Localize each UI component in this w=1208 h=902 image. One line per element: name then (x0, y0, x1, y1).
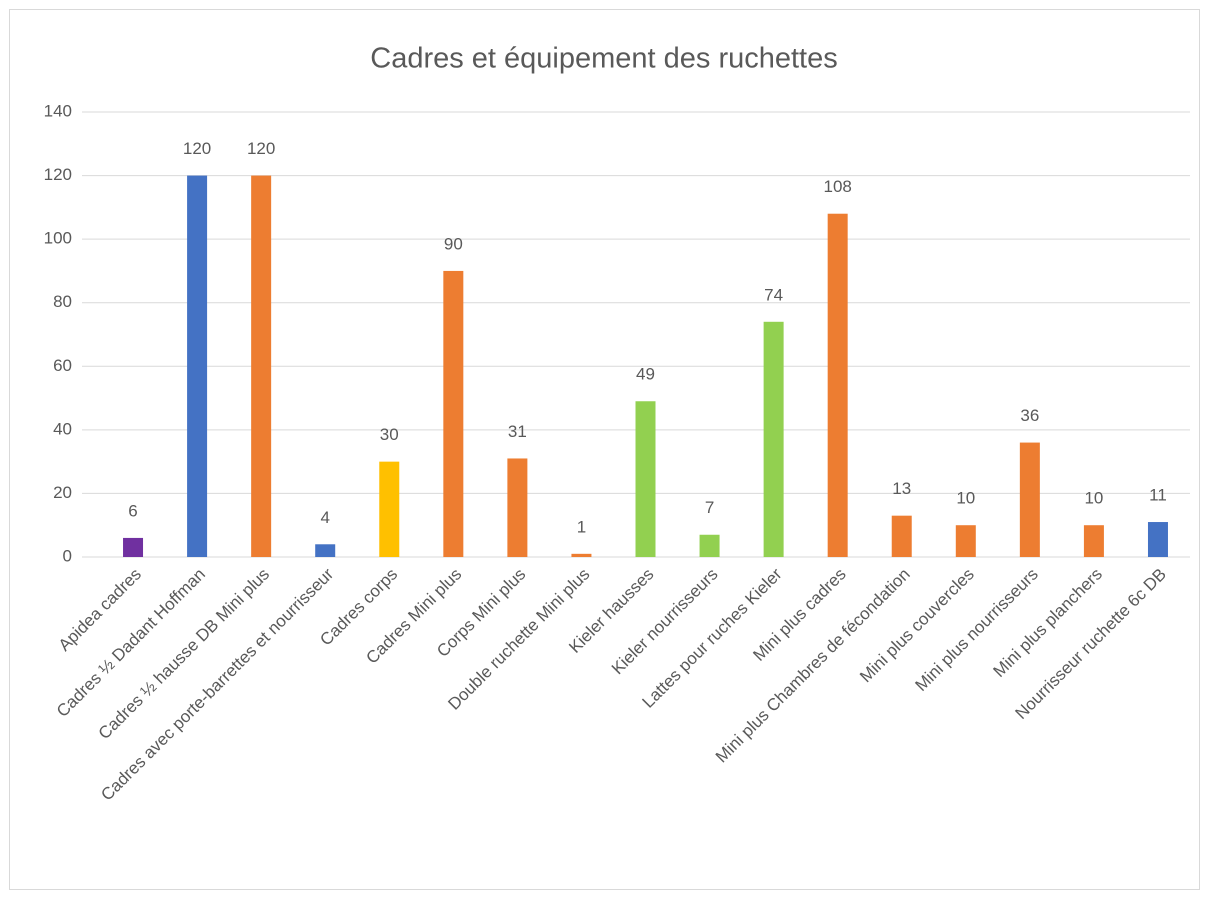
data-label: 108 (823, 177, 851, 196)
bar (123, 537, 144, 557)
y-tick-label: 40 (53, 419, 72, 438)
data-label: 74 (764, 285, 783, 304)
bar (315, 544, 336, 557)
data-label: 30 (380, 425, 399, 444)
bar (955, 525, 976, 557)
data-label: 31 (508, 422, 527, 441)
data-label: 120 (247, 139, 275, 158)
data-label: 4 (320, 508, 329, 527)
bar (379, 461, 400, 557)
y-tick-label: 140 (44, 101, 72, 120)
bar (507, 458, 528, 557)
bar (699, 534, 720, 557)
y-tick-label: 80 (53, 292, 72, 311)
data-label: 11 (1149, 486, 1167, 505)
bar (827, 213, 848, 557)
chart-border (9, 9, 1200, 890)
bar (891, 515, 912, 557)
y-tick-label: 60 (53, 356, 72, 375)
bar (635, 401, 656, 557)
data-label: 7 (705, 498, 714, 517)
data-label: 6 (128, 501, 137, 520)
bar (763, 321, 784, 557)
bar (187, 175, 208, 558)
data-label: 10 (1084, 489, 1103, 508)
data-label: 120 (183, 139, 211, 158)
bar (443, 270, 464, 557)
bar (251, 175, 272, 558)
y-tick-label: 100 (44, 229, 72, 248)
data-label: 13 (892, 479, 911, 498)
chart-title: Cadres et équipement des ruchettes (370, 43, 838, 75)
bar (571, 553, 592, 557)
data-label: 49 (636, 365, 655, 384)
bar (1019, 442, 1040, 557)
y-tick-label: 0 (63, 546, 72, 565)
data-label: 1 (577, 517, 586, 536)
y-tick-label: 120 (44, 165, 72, 184)
y-tick-label: 20 (53, 483, 72, 502)
bar (1147, 522, 1168, 557)
data-label: 10 (956, 489, 975, 508)
data-label: 36 (1020, 406, 1039, 425)
bar (1083, 525, 1104, 557)
data-label: 90 (444, 234, 463, 253)
